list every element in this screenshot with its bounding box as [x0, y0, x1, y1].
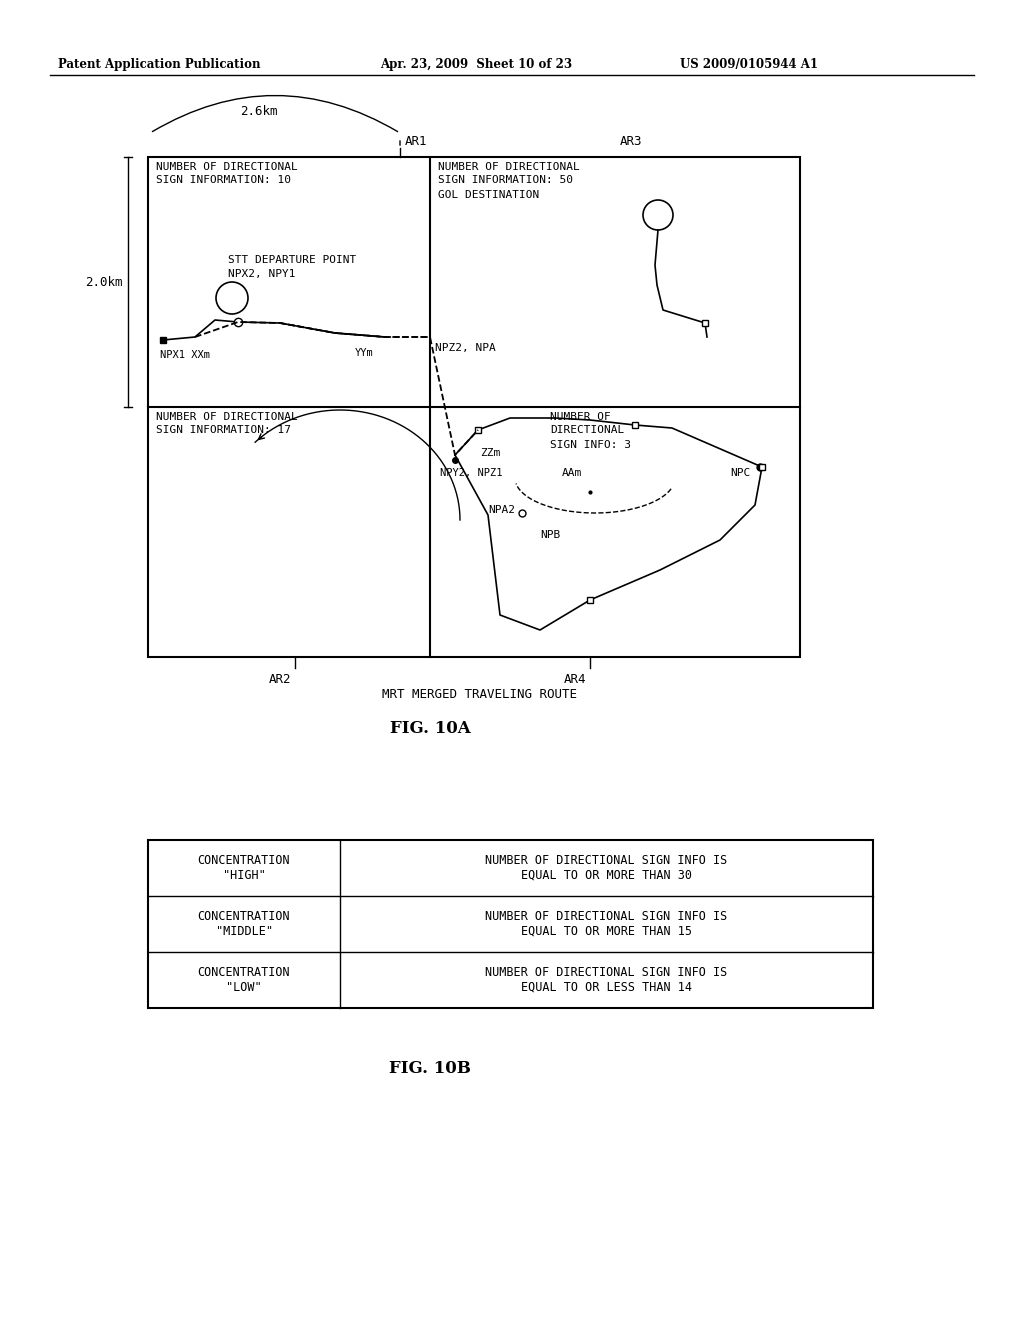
Text: SIGN INFORMATION: 10: SIGN INFORMATION: 10: [156, 176, 291, 185]
Text: NUMBER OF DIRECTIONAL SIGN INFO IS
EQUAL TO OR MORE THAN 30: NUMBER OF DIRECTIONAL SIGN INFO IS EQUAL…: [485, 854, 728, 882]
Text: NUMBER OF DIRECTIONAL: NUMBER OF DIRECTIONAL: [438, 162, 580, 172]
Text: NPB: NPB: [540, 531, 560, 540]
Text: FIG. 10B: FIG. 10B: [389, 1060, 471, 1077]
Text: NUMBER OF DIRECTIONAL SIGN INFO IS
EQUAL TO OR MORE THAN 15: NUMBER OF DIRECTIONAL SIGN INFO IS EQUAL…: [485, 909, 728, 939]
Text: NUMBER OF: NUMBER OF: [550, 412, 610, 422]
Text: NUMBER OF DIRECTIONAL: NUMBER OF DIRECTIONAL: [156, 162, 298, 172]
Text: Apr. 23, 2009  Sheet 10 of 23: Apr. 23, 2009 Sheet 10 of 23: [380, 58, 572, 71]
Text: NPA2: NPA2: [488, 506, 515, 515]
Text: AR3: AR3: [620, 135, 642, 148]
Text: NUMBER OF DIRECTIONAL SIGN INFO IS
EQUAL TO OR LESS THAN 14: NUMBER OF DIRECTIONAL SIGN INFO IS EQUAL…: [485, 966, 728, 994]
Text: SIGN INFORMATION: 17: SIGN INFORMATION: 17: [156, 425, 291, 436]
Text: NUMBER OF DIRECTIONAL: NUMBER OF DIRECTIONAL: [156, 412, 298, 422]
Text: AR4: AR4: [564, 673, 587, 686]
Text: DIRECTIONAL: DIRECTIONAL: [550, 425, 625, 436]
Text: Patent Application Publication: Patent Application Publication: [58, 58, 260, 71]
Text: NPX1 XXm: NPX1 XXm: [160, 350, 210, 360]
Text: CONCENTRATION
"MIDDLE": CONCENTRATION "MIDDLE": [198, 909, 291, 939]
Text: 2.0km: 2.0km: [85, 276, 123, 289]
Text: AR2: AR2: [268, 673, 291, 686]
Text: NPY2, NPZ1: NPY2, NPZ1: [440, 469, 503, 478]
Text: YYm: YYm: [355, 348, 374, 358]
Text: CONCENTRATION
"HIGH": CONCENTRATION "HIGH": [198, 854, 291, 882]
Text: AAm: AAm: [562, 469, 583, 478]
Text: FIG. 10A: FIG. 10A: [389, 719, 470, 737]
Bar: [148, 840, 873, 1008]
Text: ZZm: ZZm: [480, 447, 501, 458]
Text: NPZ2, NPA: NPZ2, NPA: [435, 343, 496, 352]
Text: CONCENTRATION
"LOW": CONCENTRATION "LOW": [198, 966, 291, 994]
Text: MRT MERGED TRAVELING ROUTE: MRT MERGED TRAVELING ROUTE: [383, 688, 578, 701]
Text: STT DEPARTURE POINT: STT DEPARTURE POINT: [228, 255, 356, 265]
Text: US 2009/0105944 A1: US 2009/0105944 A1: [680, 58, 818, 71]
Text: SIGN INFORMATION: 50: SIGN INFORMATION: 50: [438, 176, 573, 185]
Text: GOL DESTINATION: GOL DESTINATION: [438, 190, 540, 201]
Text: NPC: NPC: [730, 469, 751, 478]
Text: AR1: AR1: [406, 135, 427, 148]
Text: NPX2, NPY1: NPX2, NPY1: [228, 269, 296, 279]
Bar: [148, 157, 800, 657]
Text: 2.6km: 2.6km: [241, 106, 278, 117]
Text: SIGN INFO: 3: SIGN INFO: 3: [550, 440, 631, 450]
